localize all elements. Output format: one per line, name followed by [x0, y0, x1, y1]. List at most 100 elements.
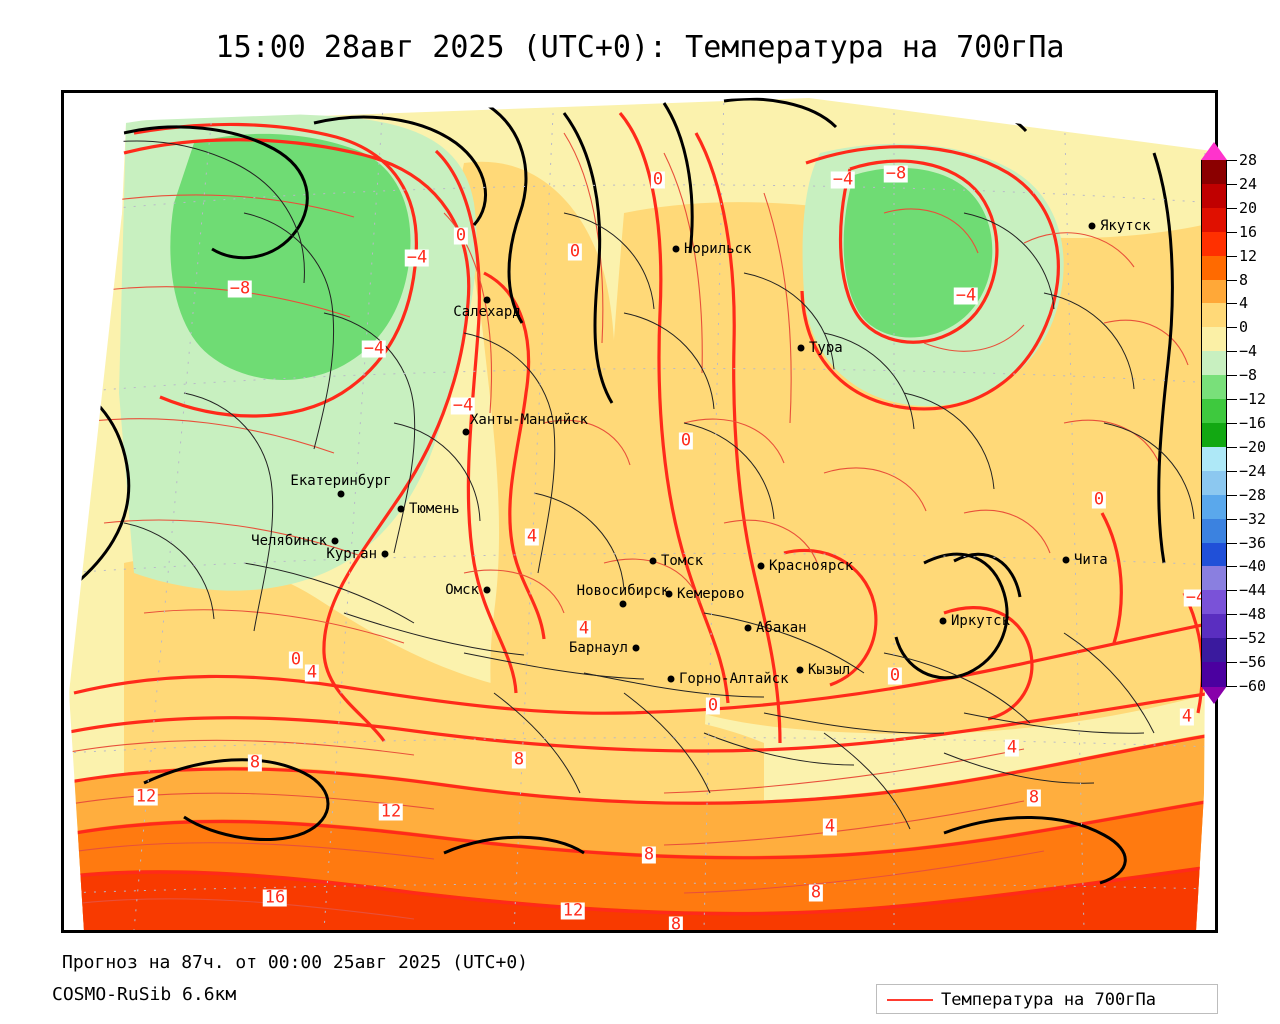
colorbar-top-arrow [1201, 142, 1227, 160]
colorbar-tick [1227, 375, 1237, 377]
colorbar-tick [1227, 614, 1237, 616]
city-label: Кемерово [677, 586, 745, 602]
colorbar-tick [1227, 638, 1237, 640]
colorbar-tick [1227, 207, 1237, 209]
contour-value-label: 0 [650, 169, 666, 190]
colorbar-band--16-to--20 [1201, 423, 1227, 448]
city-label: Кызыл [808, 662, 851, 678]
colorbar-band-4-to-0 [1201, 303, 1227, 328]
colorbar-tick-label: −44 [1239, 581, 1267, 600]
colorbar-tick-label: 16 [1239, 222, 1258, 241]
colorbar-tick [1227, 327, 1237, 329]
contour-value-label: 4 [524, 526, 540, 547]
city-dot-icon [337, 490, 345, 498]
colorbar-band-24-to-20 [1201, 183, 1227, 209]
contour-value-label: 0 [887, 665, 903, 686]
colorbar-tick-label: −8 [1239, 366, 1258, 385]
colorbar-band--28-to--32 [1201, 494, 1227, 520]
colorbar-tick-label: −4 [1239, 342, 1258, 361]
colorbar-tick-label: −36 [1239, 533, 1267, 552]
colorbar-band-0-to--4 [1201, 327, 1227, 352]
contour-value-label: 12 [133, 786, 159, 807]
contour-value-label: 0 [1091, 489, 1107, 510]
colorbar-tick-label: −12 [1239, 390, 1267, 409]
city-dot-icon [619, 600, 627, 608]
city-label: Горно-Алтайск [679, 671, 789, 687]
city-dot-icon [796, 666, 804, 674]
city-dot-icon [665, 590, 673, 598]
colorbar-tick-label: −52 [1239, 629, 1267, 648]
contour-value-label: 0 [453, 225, 469, 246]
colorbar-tick-label: 4 [1239, 294, 1249, 313]
colorbar-band-16-to-12 [1201, 231, 1227, 257]
colorbar-tick-label: −24 [1239, 461, 1267, 480]
contour-value-label: 0 [567, 241, 583, 262]
contour-value-label: −4 [361, 338, 387, 359]
city-dot-icon [483, 296, 491, 304]
colorbar-tick [1227, 446, 1237, 448]
page-title: 15:00 28авг 2025 (UTC+0): Температура на… [215, 30, 1065, 65]
contour-value-label: −4 [953, 285, 979, 306]
city-label: Красноярск [769, 558, 854, 574]
colorbar-band--48-to--52 [1201, 614, 1227, 639]
city-label: Омск [445, 582, 479, 598]
city-dot-icon [1088, 222, 1096, 230]
model-info: COSMO-RuSib 6.6км [52, 984, 237, 1005]
city-dot-icon [462, 428, 470, 436]
contour-value-label: 4 [1004, 737, 1020, 758]
city-label: Барнаул [568, 640, 628, 656]
temperature-colorbar [1201, 142, 1227, 704]
colorbar-band--24-to--28 [1201, 470, 1227, 496]
contour-value-label: 8 [641, 844, 657, 865]
contour-value-label: 8 [247, 752, 263, 773]
band-0-to-4-centre [606, 202, 1209, 734]
colorbar-band--56-to--60 [1201, 662, 1227, 687]
colorbar-tick [1227, 686, 1237, 687]
city-label: Челябинск [251, 533, 327, 549]
colorbar-tick-label: −48 [1239, 605, 1267, 624]
contour-value-label: 0 [288, 649, 304, 670]
colorbar-tick [1227, 303, 1237, 305]
colorbar-tick-label: −60 [1239, 677, 1267, 695]
contour-value-label: 8 [1026, 787, 1042, 808]
city-label: Екатеринбург [290, 473, 392, 489]
contour-value-label: −4 [830, 169, 856, 190]
colorbar-tick [1227, 590, 1237, 592]
city-dot-icon [672, 245, 680, 253]
colorbar-tick-label: 20 [1239, 198, 1258, 217]
colorbar-tick [1227, 255, 1237, 257]
colorbar-tick [1227, 423, 1237, 424]
colorbar-tick [1227, 542, 1237, 544]
colorbar-band--4-to--8 [1201, 351, 1227, 376]
colorbar-band--8-to--12 [1201, 375, 1227, 400]
colorbar-tick [1227, 279, 1237, 281]
city-dot-icon [757, 562, 765, 570]
contour-value-label: 12 [560, 900, 586, 921]
city-label: Томск [661, 553, 704, 569]
city-label: Якутск [1100, 218, 1151, 234]
colorbar-tick [1227, 183, 1237, 185]
legend-label: Температура на 700гПа [941, 990, 1156, 1010]
city-dot-icon [331, 537, 339, 545]
forecast-info: Прогноз на 87ч. от 00:00 25авг 2025 (UTC… [62, 952, 528, 973]
map-canvas: Якутск Норильск Тура Салехард Ханты-Мансийск… [64, 93, 1215, 930]
colorbar-tick [1227, 470, 1237, 472]
contour-value-label: 16 [262, 887, 288, 908]
city-label: Чита [1074, 552, 1108, 568]
colorbar-band-8-to-4 [1201, 279, 1227, 305]
colorbar-tick-label: 12 [1239, 246, 1258, 265]
colorbar-tick [1227, 662, 1237, 664]
city-dot-icon [744, 624, 752, 632]
colorbar-band--36-to--40 [1201, 542, 1227, 568]
contour-value-label: −8 [883, 163, 909, 184]
colorbar-band-20-to-16 [1201, 207, 1227, 233]
city-label: Тура [809, 340, 843, 356]
city-dot-icon [667, 675, 675, 683]
colorbar-tick-label: 28 [1239, 151, 1258, 169]
colorbar-band-12-to-8 [1201, 255, 1227, 281]
city-label: Новосибирск [576, 583, 670, 599]
temperature-field [64, 93, 1215, 930]
contour-value-label: −4 [404, 247, 430, 268]
colorbar-tick-label: 8 [1239, 270, 1249, 289]
